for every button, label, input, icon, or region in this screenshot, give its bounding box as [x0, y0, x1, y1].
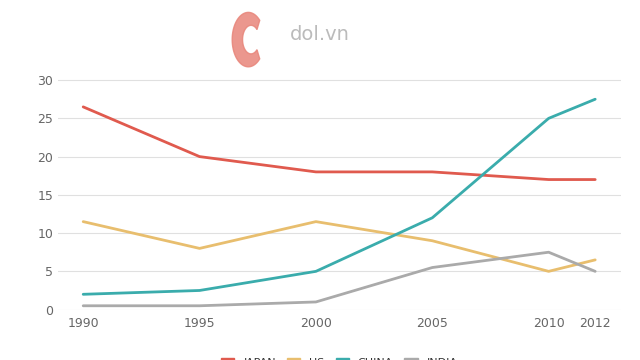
Polygon shape — [232, 12, 260, 67]
Legend: JAPAN, US, CHINA, INDIA: JAPAN, US, CHINA, INDIA — [216, 353, 462, 360]
Text: dol.vn: dol.vn — [290, 25, 350, 44]
